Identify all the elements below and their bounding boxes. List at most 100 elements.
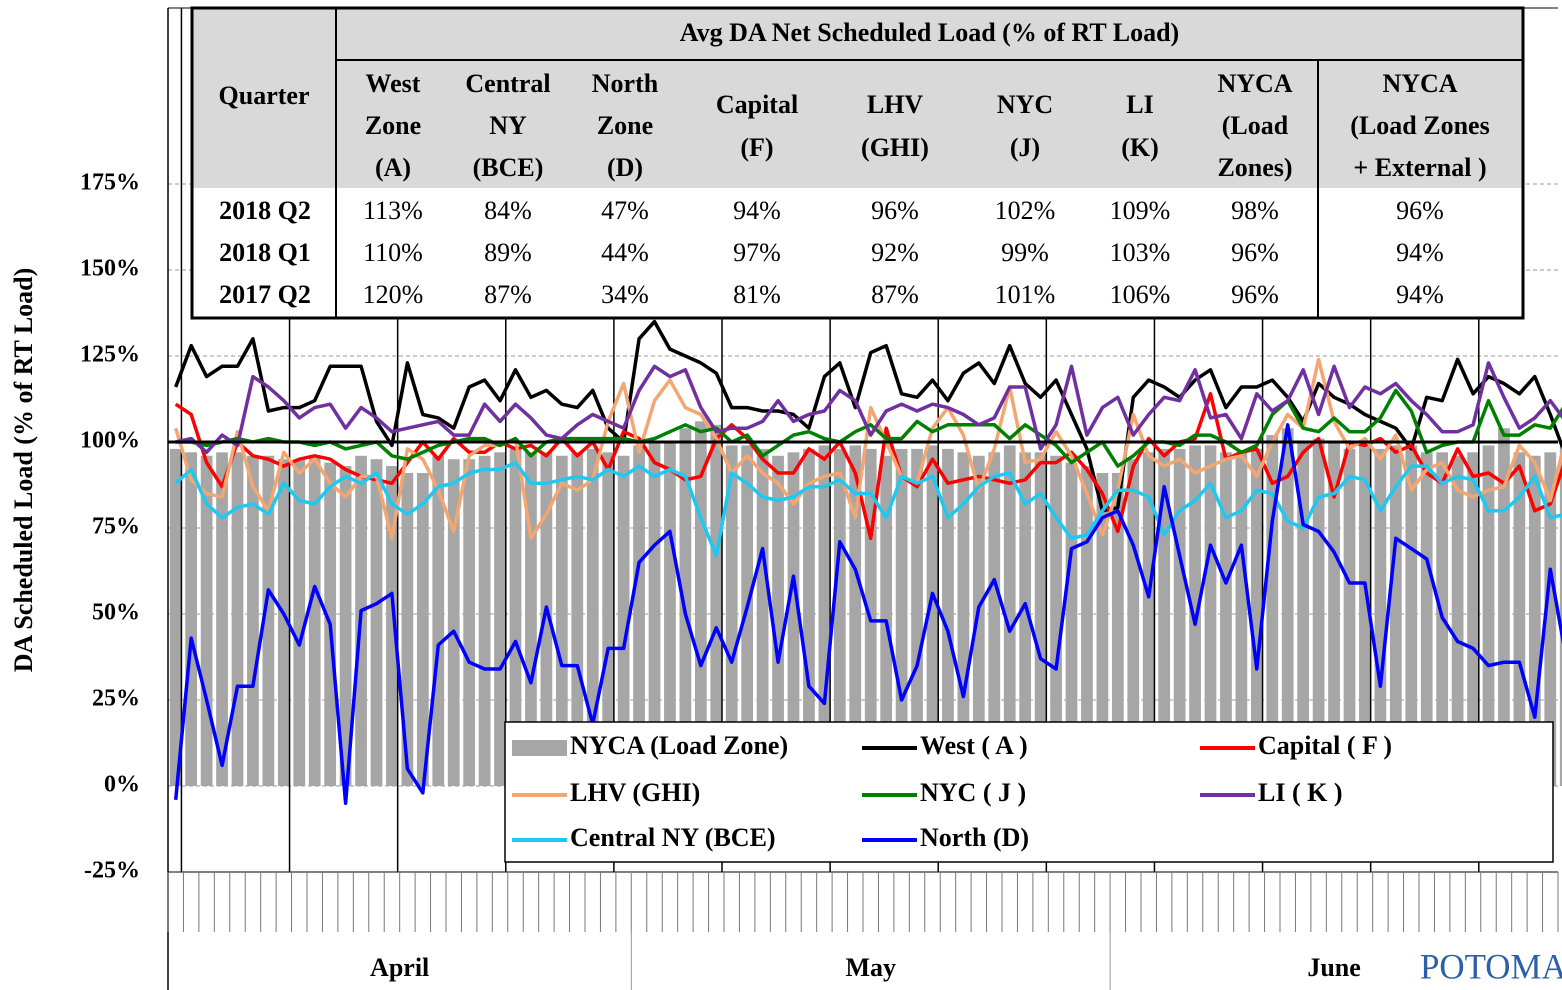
bar: [1343, 448, 1356, 786]
legend-label: LHV (GHI): [570, 778, 700, 807]
table-header-bg: [192, 8, 1523, 188]
bar: [200, 455, 213, 786]
line: [174, 460, 1562, 558]
bar: [1250, 448, 1263, 786]
table-column-header: LI: [1126, 90, 1153, 119]
bar: [231, 452, 244, 786]
bar: [1312, 438, 1325, 786]
bar: [185, 452, 198, 786]
table-cell: 94%: [1396, 280, 1444, 309]
table-column-header: Central: [465, 69, 550, 98]
bar: [1374, 448, 1387, 786]
table-cell: 96%: [1231, 238, 1279, 267]
bar: [1081, 466, 1093, 786]
bar: [1065, 462, 1078, 786]
bar: [1111, 472, 1124, 786]
table-row-header: 2017 Q2: [219, 280, 311, 309]
y-tick-label: 75%: [92, 514, 140, 540]
table-border: [190, 6, 1525, 320]
bar: [401, 472, 414, 786]
bar: [447, 459, 460, 786]
bar: [586, 448, 599, 786]
table-cell: 106%: [1110, 280, 1171, 309]
table-row-header: 2018 Q2: [219, 196, 311, 225]
table-cell: 99%: [1001, 238, 1049, 267]
table-column-header: (K): [1121, 133, 1159, 162]
table-column-header: NYC: [997, 90, 1053, 119]
table-cell: 87%: [871, 280, 919, 309]
bar: [525, 452, 537, 786]
bar: [972, 455, 985, 786]
bar: [1096, 472, 1109, 786]
bar: [818, 445, 831, 786]
table-cell: 110%: [363, 238, 423, 267]
bar: [926, 445, 939, 786]
bar: [277, 459, 290, 786]
bar: [1142, 452, 1155, 786]
bar: [1528, 455, 1541, 786]
table-cell: 102%: [995, 196, 1056, 225]
table-cell: 94%: [1396, 238, 1444, 267]
bar: [1050, 455, 1062, 786]
line: [174, 392, 1562, 541]
bar: [1173, 448, 1186, 786]
table-column-header: (Load: [1222, 111, 1289, 140]
bar: [416, 472, 429, 786]
bar: [540, 452, 553, 786]
table-cell: 92%: [871, 238, 919, 267]
table-cell: 96%: [1231, 280, 1279, 309]
bar: [1359, 445, 1371, 786]
bar: [911, 448, 923, 786]
table-cell: 44%: [601, 238, 649, 267]
bar: [694, 421, 707, 786]
line: [174, 319, 1562, 513]
bar: [1420, 452, 1433, 786]
table-cell: 84%: [484, 196, 532, 225]
x-tick-label: May: [845, 953, 896, 982]
bar: [386, 466, 398, 786]
bar: [1297, 442, 1310, 786]
bar: [617, 455, 630, 786]
legend-label: West ( A ): [920, 731, 1028, 760]
bar: [1127, 459, 1140, 786]
bar: [849, 445, 862, 786]
legend-label: NYC ( J ): [920, 778, 1026, 807]
table-cell: 120%: [363, 280, 424, 309]
bar: [1513, 452, 1526, 786]
table-cell: 87%: [484, 280, 532, 309]
bar: [710, 424, 723, 786]
y-tick-label: 175%: [80, 170, 140, 196]
bar: [463, 459, 476, 786]
bar: [1451, 455, 1464, 786]
line: [173, 423, 1562, 805]
table-cell: 97%: [733, 238, 781, 267]
table-title: Avg DA Net Scheduled Load (% of RT Load): [680, 18, 1179, 47]
bar: [833, 448, 846, 786]
table-column-header: (Load Zones: [1350, 111, 1489, 140]
table-row-header: 2018 Q1: [219, 238, 311, 267]
bar: [370, 459, 383, 786]
legend-label: North (D): [920, 823, 1029, 852]
bar: [339, 466, 352, 786]
bar: [1158, 448, 1171, 786]
bar: [942, 448, 954, 786]
y-tick-label: -25%: [84, 858, 140, 884]
legend-label: Capital ( F ): [1258, 731, 1392, 760]
legend-label: Central NY (BCE): [570, 823, 776, 852]
y-tick-label: 0%: [104, 772, 140, 798]
bar: [648, 442, 661, 786]
table-column-header: (BCE): [473, 153, 544, 182]
bar: [756, 448, 769, 786]
bar: [1405, 445, 1418, 786]
y-tick-label: 50%: [92, 600, 140, 626]
bar: [772, 455, 784, 786]
table-cell: 113%: [363, 196, 423, 225]
bar: [262, 455, 275, 786]
bar: [988, 452, 1001, 786]
table-column-header: Capital: [716, 90, 798, 119]
bar: [741, 445, 754, 786]
bar: [1467, 452, 1479, 786]
bar: [1034, 452, 1047, 786]
